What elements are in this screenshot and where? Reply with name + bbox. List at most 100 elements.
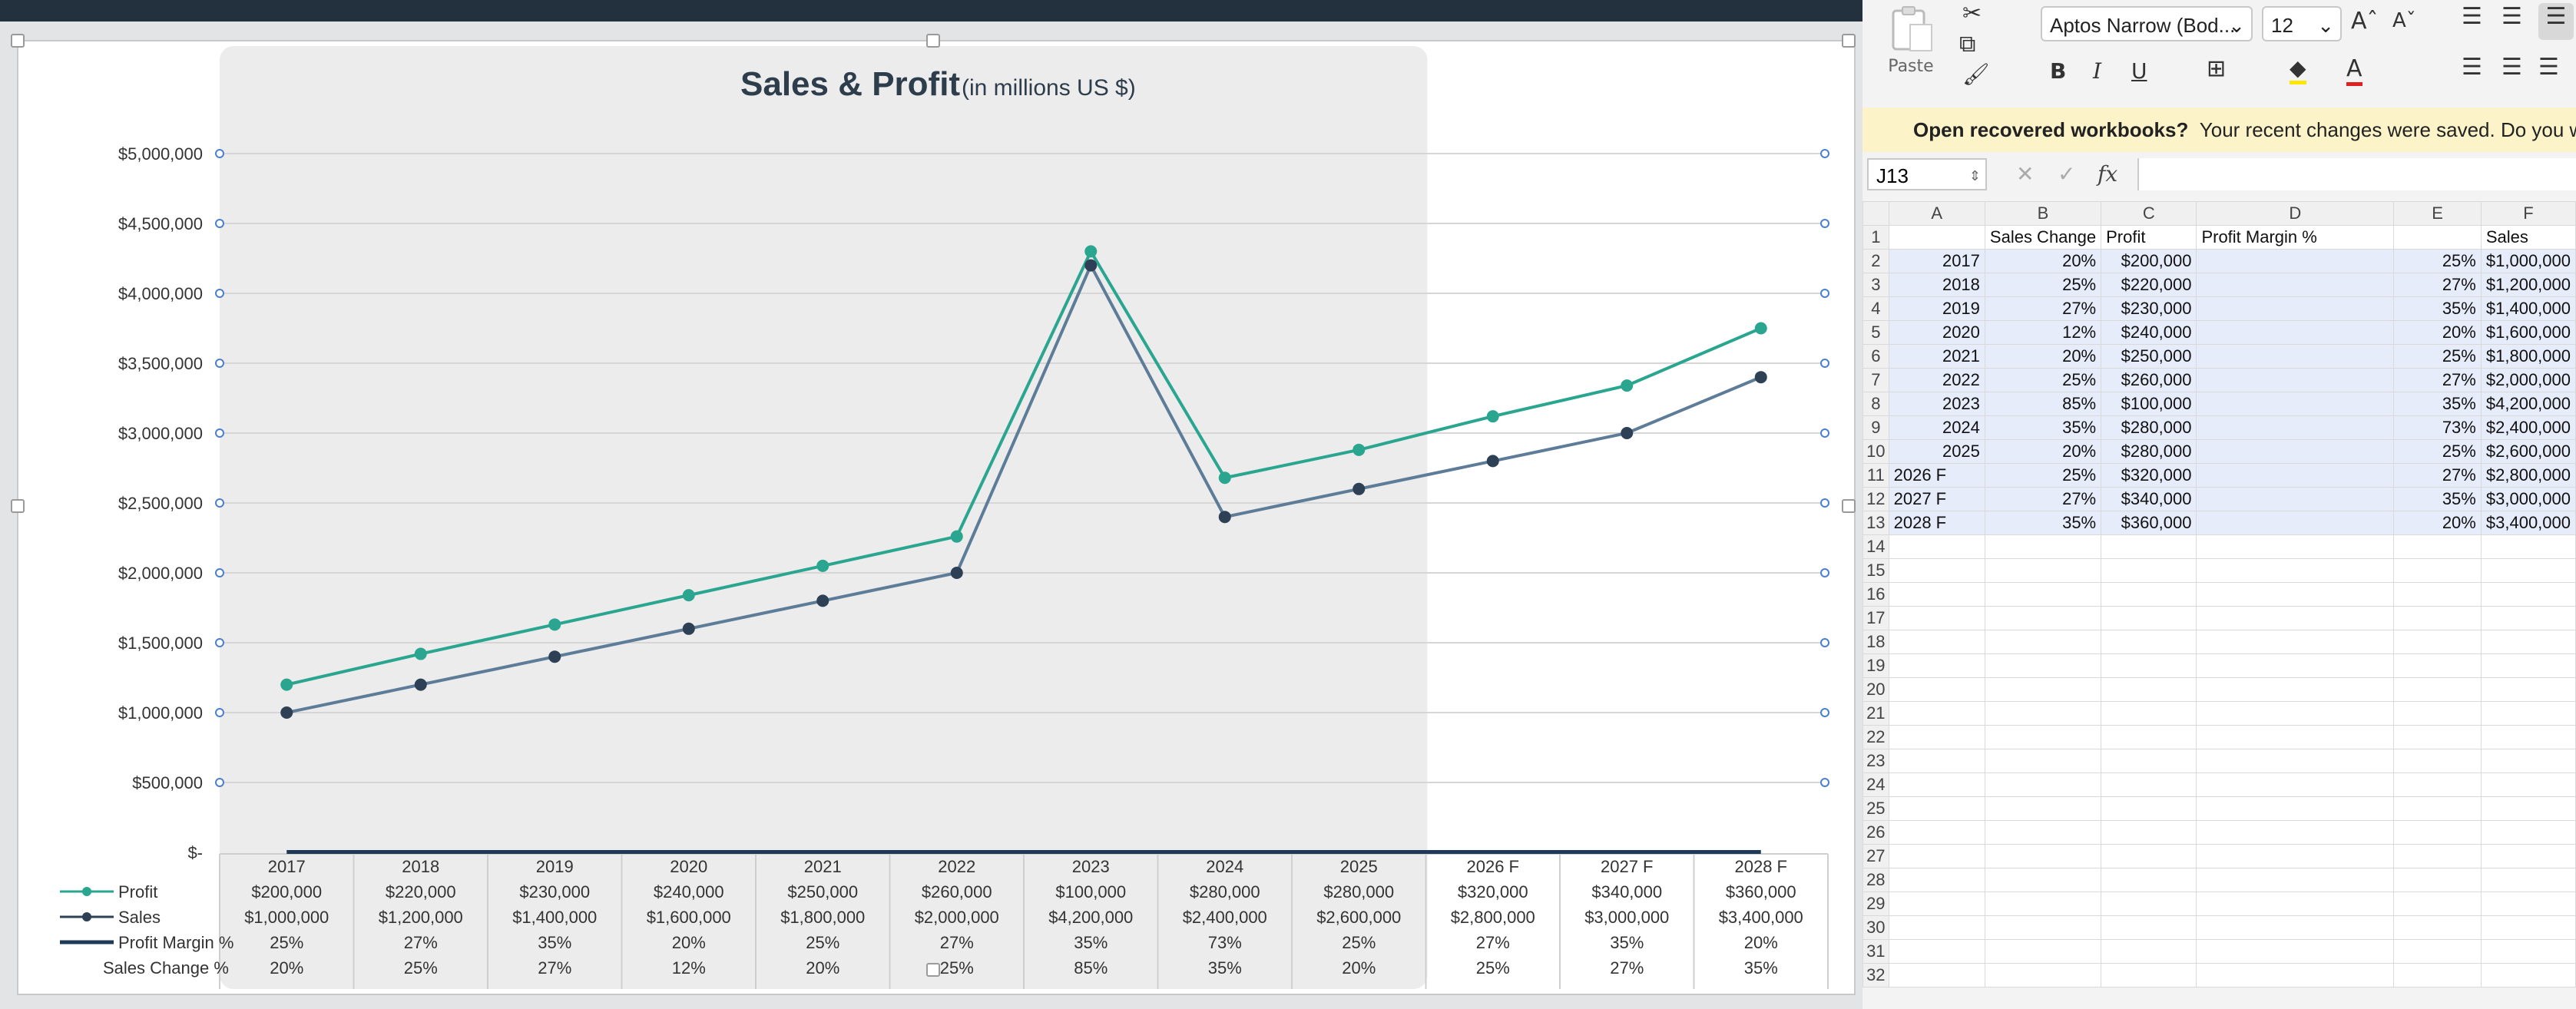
cell[interactable] [2196, 487, 2395, 511]
cell[interactable]: 35% [2393, 487, 2482, 511]
cell[interactable]: 35% [2393, 392, 2482, 416]
line-chart[interactable]: $5,000,000 $4,500,000 $4,000,000 $3,500,000… [18, 41, 1854, 994]
align-middle-icon[interactable]: ☰ [2502, 3, 2522, 30]
data-point-profit[interactable] [1486, 410, 1499, 423]
row-header[interactable]: 29 [1862, 892, 1889, 916]
cell[interactable] [2101, 796, 2197, 821]
column-header[interactable]: B [1984, 201, 2102, 226]
cell[interactable] [1984, 725, 2102, 749]
cell[interactable]: 35% [1984, 511, 2102, 535]
cell[interactable]: $3,000,000 [2480, 487, 2576, 511]
cell[interactable] [1984, 868, 2102, 892]
borders-icon[interactable]: ⊞ [2207, 55, 2227, 82]
cell[interactable] [1888, 725, 1985, 749]
cell[interactable] [2393, 606, 2482, 630]
cell[interactable]: 25% [1984, 463, 2102, 488]
font-name-select[interactable]: Aptos Narrow (Bod... ⌄ [2041, 6, 2253, 41]
cell[interactable]: $260,000 [2101, 368, 2197, 392]
cell[interactable]: $230,000 [2101, 296, 2197, 321]
cell[interactable]: 27% [2393, 368, 2482, 392]
row-header[interactable]: 18 [1862, 630, 1889, 654]
row-header[interactable]: 25 [1862, 796, 1889, 821]
row-header[interactable]: 7 [1862, 368, 1889, 392]
cell[interactable] [1984, 915, 2102, 940]
cell[interactable] [2480, 534, 2576, 559]
row-header[interactable]: 9 [1862, 415, 1889, 440]
cell[interactable] [2393, 868, 2482, 892]
row-header[interactable]: 32 [1862, 963, 1889, 987]
cell[interactable] [2480, 915, 2576, 940]
cell[interactable]: $1,600,000 [2480, 320, 2576, 345]
cell[interactable] [1984, 844, 2102, 868]
paste-button[interactable]: Paste [1884, 5, 1938, 76]
cell[interactable] [1984, 534, 2102, 559]
cell[interactable]: $2,000,000 [2480, 368, 2576, 392]
cell[interactable] [2480, 653, 2576, 678]
underline-button[interactable]: U [2131, 58, 2147, 84]
cell[interactable] [2101, 701, 2197, 726]
cell[interactable]: 27% [2393, 273, 2482, 297]
column-header[interactable]: A [1888, 201, 1985, 226]
cell[interactable] [2393, 725, 2482, 749]
shrink-font-button[interactable]: Aˇ [2392, 9, 2416, 32]
resize-handle-bottom[interactable] [926, 963, 940, 977]
italic-button[interactable]: I [2093, 58, 2102, 84]
cell[interactable]: 27% [1984, 487, 2102, 511]
cell[interactable] [2393, 653, 2482, 678]
cell[interactable]: 2017 [1888, 249, 1985, 273]
cell[interactable]: 25% [1984, 368, 2102, 392]
cell[interactable] [2196, 939, 2395, 964]
row-header[interactable]: 21 [1862, 701, 1889, 726]
cell[interactable] [2196, 772, 2395, 797]
cell[interactable] [1984, 630, 2102, 654]
cell[interactable] [1888, 820, 1985, 845]
cell[interactable] [1984, 796, 2102, 821]
cell[interactable] [1888, 963, 1985, 987]
cell[interactable] [2196, 392, 2395, 416]
cell[interactable]: 2022 [1888, 368, 1985, 392]
cell[interactable]: 25% [1984, 273, 2102, 297]
cell[interactable]: 25% [2393, 439, 2482, 464]
cell[interactable] [2196, 582, 2395, 607]
resize-handle-top-left[interactable] [11, 34, 25, 48]
data-point-profit[interactable] [950, 530, 963, 543]
cell[interactable] [2393, 630, 2482, 654]
cell[interactable] [2101, 606, 2197, 630]
resize-handle-top[interactable] [926, 34, 940, 48]
cell[interactable] [2196, 368, 2395, 392]
cell[interactable] [2196, 701, 2395, 726]
cell[interactable] [2480, 796, 2576, 821]
cell[interactable] [1888, 225, 1985, 250]
enter-icon[interactable]: ✓ [2058, 162, 2076, 186]
cell[interactable]: 20% [1984, 344, 2102, 369]
align-center-icon[interactable]: ☰ [2502, 54, 2522, 81]
cell[interactable]: $340,000 [2101, 487, 2197, 511]
cell[interactable] [2393, 844, 2482, 868]
row-header[interactable]: 27 [1862, 844, 1889, 868]
cell[interactable] [2393, 582, 2482, 607]
cell[interactable] [1888, 677, 1985, 702]
cell[interactable]: Profit Margin % [2196, 225, 2395, 250]
cell[interactable] [2101, 534, 2197, 559]
align-top-icon[interactable]: ☰ [2462, 3, 2482, 30]
grow-font-button[interactable]: Aˆ [2351, 8, 2379, 35]
row-header[interactable]: 22 [1862, 725, 1889, 749]
cell[interactable] [2480, 820, 2576, 845]
cell[interactable]: $250,000 [2101, 344, 2197, 369]
column-header[interactable]: C [2101, 201, 2197, 226]
cell[interactable]: $100,000 [2101, 392, 2197, 416]
row-header[interactable]: 12 [1862, 487, 1889, 511]
bold-button[interactable]: B [2050, 58, 2067, 84]
cell[interactable] [2480, 606, 2576, 630]
cell[interactable] [2196, 273, 2395, 297]
formula-input[interactable] [2137, 158, 2576, 190]
cell[interactable] [2480, 963, 2576, 987]
row-header[interactable]: 1 [1862, 225, 1889, 250]
cell[interactable] [2101, 630, 2197, 654]
cell[interactable]: 85% [1984, 392, 2102, 416]
cell[interactable]: 2021 [1888, 344, 1985, 369]
row-header[interactable]: 26 [1862, 820, 1889, 845]
row-header[interactable]: 8 [1862, 392, 1889, 416]
row-header[interactable]: 5 [1862, 320, 1889, 345]
cell[interactable]: $360,000 [2101, 511, 2197, 535]
